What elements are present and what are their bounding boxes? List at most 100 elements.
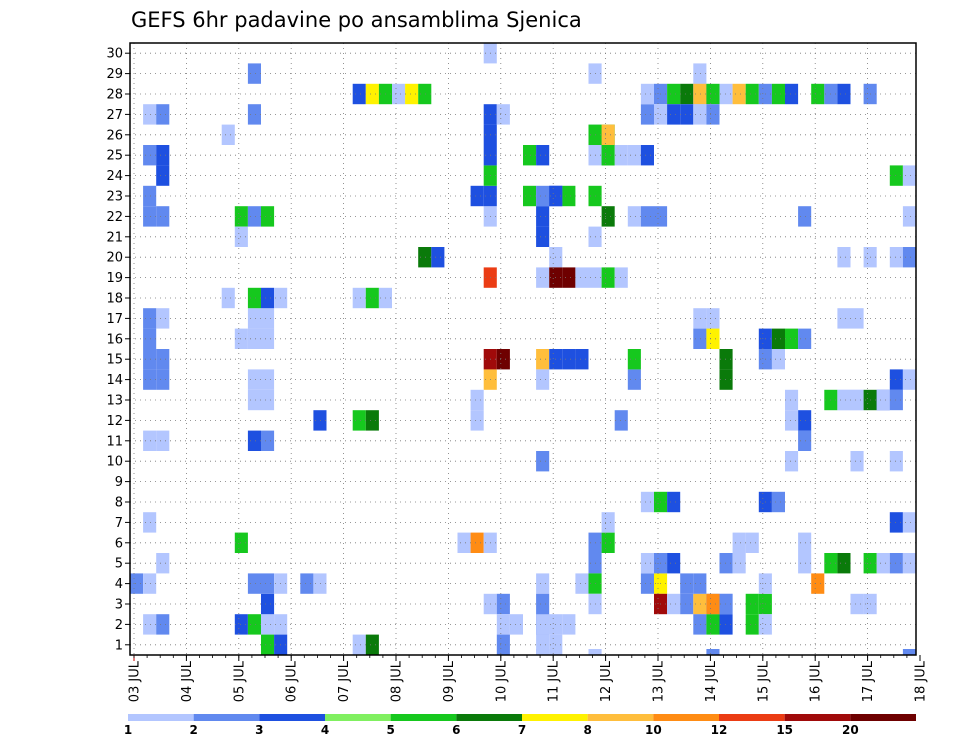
heatmap-cell	[627, 206, 641, 227]
y-tick-label: 3	[115, 598, 123, 613]
heatmap-cell	[706, 104, 720, 125]
x-tick-label: 16 JUL	[809, 660, 824, 702]
heatmap-cell	[143, 369, 157, 390]
heatmap-cell	[156, 206, 170, 227]
heatmap-cell	[247, 328, 261, 349]
x-tick-label: 09 JUL	[442, 660, 457, 702]
legend-label: 1	[124, 723, 132, 737]
heatmap-cell	[365, 287, 379, 309]
legend-swatch	[587, 714, 654, 721]
heatmap-cell	[601, 206, 615, 227]
heatmap-cell	[234, 226, 248, 247]
heatmap-cell	[640, 206, 654, 227]
legend-label: 20	[842, 723, 859, 737]
heatmap-cell	[234, 328, 248, 349]
legend-swatch	[522, 714, 588, 721]
x-axis: 03 JUL 04 JUL 05 JUL 06 JUL 07 JUL 08 JUL 09 J…	[128, 655, 929, 702]
heatmap-cell	[143, 349, 157, 370]
heatmap-cell	[562, 185, 576, 207]
plot-frame	[129, 42, 917, 656]
y-tick-label: 29	[106, 67, 123, 82]
heatmap-cell	[667, 593, 681, 615]
x-tick-label: 03 JUL	[128, 660, 143, 702]
heatmap-cell	[706, 328, 720, 349]
heatmap-cell	[693, 573, 707, 594]
heatmap-cell	[798, 532, 812, 553]
heatmap-cell	[457, 532, 471, 553]
heatmap-cell	[902, 512, 916, 533]
heatmap-cell	[143, 573, 157, 594]
heatmap-cell	[588, 649, 602, 655]
heatmap-cell	[352, 410, 366, 431]
heatmap-cell	[732, 532, 746, 553]
heatmap-cell	[640, 145, 654, 166]
legend-label: 12	[711, 723, 728, 737]
heatmap-cell	[156, 553, 170, 574]
y-tick-label: 18	[106, 292, 123, 307]
heatmap-cell	[221, 124, 235, 145]
x-tick-label: 06 JUL	[285, 660, 300, 702]
heatmap-cell	[536, 573, 550, 594]
heatmap-cell	[470, 389, 484, 411]
heatmap-cell	[837, 83, 851, 105]
heatmap-cell	[889, 389, 903, 411]
heatmap-cell	[523, 145, 537, 166]
heatmap-cell	[536, 185, 550, 207]
legend-label: 8	[583, 723, 591, 737]
heatmap-cell	[261, 593, 275, 615]
heatmap-cell	[640, 553, 654, 574]
heatmap-cell	[156, 308, 170, 329]
heatmap-cell	[693, 308, 707, 329]
heatmap-cell	[706, 83, 720, 105]
legend-swatch	[193, 714, 260, 721]
heatmap-cell	[156, 430, 170, 451]
legend-label: 7	[518, 723, 526, 737]
legend-label: 3	[255, 723, 263, 737]
y-tick-label: 23	[106, 190, 123, 205]
heatmap-cell	[143, 104, 157, 125]
x-tick-label: 10 JUL	[494, 660, 509, 702]
heatmap-cell	[143, 430, 157, 451]
heatmap-cell	[785, 389, 799, 411]
legend-label: 15	[776, 723, 793, 737]
heatmap-cell	[693, 63, 707, 84]
heatmap-cell	[247, 369, 261, 390]
heatmap-cell	[247, 308, 261, 329]
heatmap-cell	[627, 145, 641, 166]
heatmap-cell	[234, 614, 248, 635]
legend-swatch	[456, 714, 522, 721]
heatmap-cell	[693, 328, 707, 349]
heatmap-cell	[850, 451, 864, 472]
heatmap-cell	[536, 593, 550, 615]
heatmap-cell	[536, 226, 550, 247]
heatmap-cell	[536, 369, 550, 390]
heatmap-cell	[876, 389, 890, 411]
heatmap-cell	[261, 634, 275, 655]
heatmap-cell	[143, 328, 157, 349]
chart-title: GEFS 6hr padavine po ansamblima Sjenica	[131, 8, 582, 32]
x-tick-label: 15 JUL	[756, 660, 771, 702]
heatmap-cell	[143, 308, 157, 329]
heatmap-cell	[261, 287, 275, 309]
x-tick-label: 18 JUL	[914, 660, 929, 702]
y-tick-label: 15	[106, 353, 123, 368]
legend-label: 2	[189, 723, 197, 737]
heatmap-cell	[732, 83, 746, 105]
heatmap-cell	[575, 573, 589, 594]
y-tick-label: 24	[106, 169, 123, 184]
legend-swatch	[719, 714, 785, 721]
heatmap-cell	[261, 389, 275, 411]
heatmap-cell	[667, 553, 681, 574]
heatmap-cell	[261, 328, 275, 349]
heatmap-cell	[785, 83, 799, 105]
heatmap-cell	[771, 83, 785, 105]
heatmap-cell	[771, 349, 785, 370]
y-tick-label: 25	[106, 149, 123, 164]
y-tick-label: 14	[106, 373, 123, 388]
heatmap-cell	[837, 308, 851, 329]
heatmap-cell	[601, 124, 615, 145]
heatmap-cell	[156, 145, 170, 166]
x-tick-label: 14 JUL	[704, 660, 719, 702]
heatmap-cell	[562, 614, 576, 635]
